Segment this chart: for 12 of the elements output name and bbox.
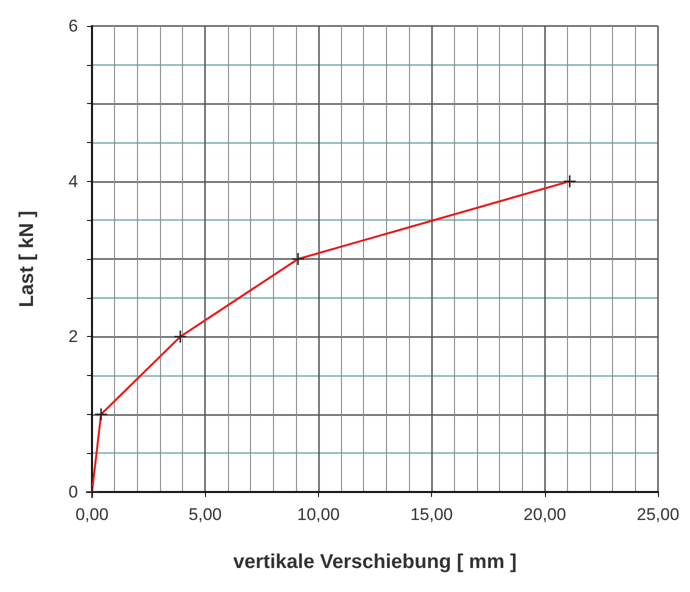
x-tick-label: 10,00: [297, 505, 340, 524]
y-tick-label: 6: [68, 16, 78, 36]
y-tick-label: 4: [68, 172, 78, 191]
y-tick-label: 2: [68, 327, 78, 346]
x-tick-label: 15,00: [410, 505, 453, 524]
y-axis-title: Last [ kN ]: [16, 210, 38, 308]
y-tick-label: 0: [68, 482, 78, 502]
x-tick-label: 0,00: [75, 505, 109, 524]
x-axis-title: vertikale Verschiebung [ mm ]: [233, 551, 517, 573]
x-tick-label: 20,00: [524, 505, 566, 524]
x-tick-label: 5,00: [188, 505, 222, 524]
x-tick-label: 25,00: [636, 505, 680, 524]
